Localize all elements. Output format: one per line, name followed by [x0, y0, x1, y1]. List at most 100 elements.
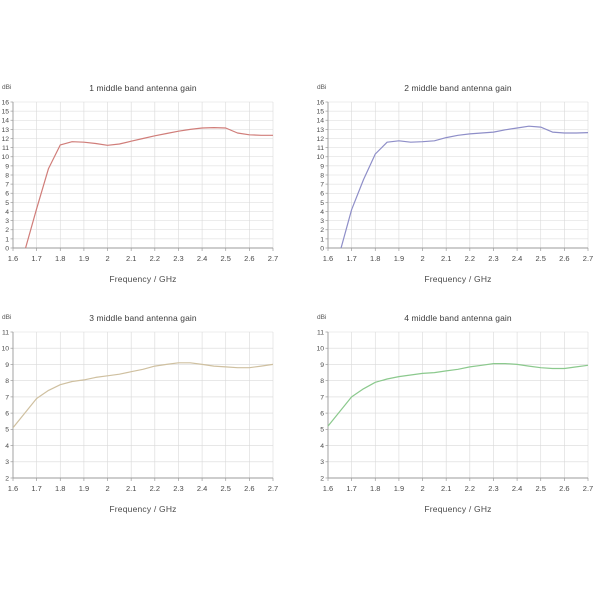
- svg-text:1: 1: [5, 236, 9, 243]
- svg-text:11: 11: [2, 329, 9, 336]
- svg-text:2.3: 2.3: [173, 254, 183, 263]
- svg-text:1.9: 1.9: [394, 484, 404, 493]
- plot-area: 1.6 1.7 1.8 1.9 2 2.1 2.2 2.3 2.4 2.5 2.6 2.7012345…: [316, 99, 593, 263]
- plot-area: 1.6 1.7 1.8 1.9 2 2.1 2.2 2.3 2.4 2.5 2.6 2.7 2 3 4 5 6 7…: [316, 329, 593, 493]
- svg-text:3: 3: [5, 459, 9, 466]
- svg-text:7: 7: [5, 182, 9, 189]
- svg-text:2.5: 2.5: [221, 254, 231, 263]
- antenna-gain-chart-1: dBi 1 middle band antenna gain 1.6 1.7 1.8…: [0, 78, 290, 284]
- svg-text:2.7: 2.7: [268, 254, 278, 263]
- svg-text:9: 9: [5, 163, 9, 170]
- chart-title: 1 middle band antenna gain: [89, 83, 197, 93]
- antenna-gain-chart-3: dBi 3 middle band antenna gain 1.6 1.7 1.8…: [0, 308, 290, 514]
- svg-text:2.5: 2.5: [536, 484, 546, 493]
- svg-text:7: 7: [5, 394, 9, 401]
- chart-title: 3 middle band antenna gain: [89, 313, 197, 323]
- svg-text:0: 0: [5, 245, 9, 252]
- svg-text:2: 2: [105, 254, 109, 263]
- svg-text:7: 7: [320, 394, 324, 401]
- chart-title: 4 middle band antenna gain: [404, 313, 512, 323]
- svg-text:2.6: 2.6: [244, 254, 254, 263]
- svg-text:1.9: 1.9: [79, 254, 89, 263]
- svg-text:1.9: 1.9: [79, 484, 89, 493]
- svg-text:9: 9: [320, 362, 324, 369]
- svg-text:11: 11: [317, 329, 324, 336]
- svg-text:3: 3: [320, 459, 324, 466]
- svg-text:4: 4: [320, 443, 324, 450]
- svg-text:4: 4: [5, 443, 9, 450]
- svg-text:1.7: 1.7: [31, 484, 41, 493]
- svg-text:2.4: 2.4: [197, 484, 207, 493]
- svg-text:1.6: 1.6: [323, 484, 333, 493]
- svg-text:2.2: 2.2: [465, 484, 475, 493]
- y-axis-unit-label: dBi: [2, 84, 12, 91]
- svg-text:2.3: 2.3: [173, 484, 183, 493]
- antenna-gain-chart-4: dBi 4 middle band antenna gain 1.6 1.7 1.8…: [315, 308, 600, 514]
- svg-text:2.4: 2.4: [512, 254, 522, 263]
- x-axis-title: Frequency / GHz: [109, 504, 177, 514]
- svg-text:6: 6: [320, 411, 324, 418]
- svg-text:16: 16: [1, 99, 9, 106]
- svg-text:2.6: 2.6: [559, 254, 569, 263]
- svg-text:2.1: 2.1: [441, 484, 451, 493]
- svg-text:2: 2: [420, 484, 424, 493]
- svg-text:9: 9: [5, 362, 9, 369]
- svg-text:1.8: 1.8: [55, 254, 65, 263]
- svg-text:5: 5: [320, 427, 324, 434]
- svg-text:6: 6: [5, 411, 9, 418]
- svg-text:0: 0: [320, 245, 324, 252]
- svg-text:2: 2: [5, 475, 9, 482]
- svg-text:2.5: 2.5: [536, 254, 546, 263]
- svg-text:2.5: 2.5: [221, 484, 231, 493]
- svg-text:14: 14: [1, 118, 9, 125]
- svg-text:10: 10: [316, 346, 324, 353]
- svg-text:15: 15: [316, 109, 324, 116]
- svg-text:10: 10: [316, 154, 324, 161]
- svg-text:15: 15: [1, 109, 9, 116]
- svg-text:14: 14: [316, 118, 324, 125]
- svg-text:3: 3: [320, 218, 324, 225]
- svg-text:2: 2: [420, 254, 424, 263]
- svg-text:1.7: 1.7: [31, 254, 41, 263]
- svg-text:2.3: 2.3: [488, 254, 498, 263]
- svg-text:2: 2: [105, 484, 109, 493]
- svg-text:16: 16: [316, 99, 324, 106]
- plot-area: 1.6 1.7 1.8 1.9 2 2.1 2.2 2.3 2.4 2.5 2.6 2.7 2 3 4 5 6 7…: [1, 329, 278, 493]
- svg-text:2.4: 2.4: [512, 484, 522, 493]
- svg-text:13: 13: [1, 127, 9, 134]
- svg-text:1.8: 1.8: [55, 484, 65, 493]
- svg-text:2.1: 2.1: [126, 484, 136, 493]
- svg-text:2.2: 2.2: [150, 254, 160, 263]
- svg-text:5: 5: [320, 200, 324, 207]
- svg-text:2.7: 2.7: [583, 254, 593, 263]
- svg-text:2: 2: [320, 475, 324, 482]
- svg-text:11: 11: [317, 145, 324, 152]
- svg-text:4: 4: [5, 209, 9, 216]
- svg-text:11: 11: [2, 145, 9, 152]
- svg-text:6: 6: [320, 191, 324, 198]
- svg-text:13: 13: [316, 127, 324, 134]
- svg-text:1.6: 1.6: [8, 484, 18, 493]
- y-axis-unit-label: dBi: [317, 84, 327, 91]
- antenna-gain-chart-2: dBi 2 middle band antenna gain 1.6 1.7 1.8…: [315, 78, 600, 284]
- svg-text:2.6: 2.6: [559, 484, 569, 493]
- svg-text:2.6: 2.6: [244, 484, 254, 493]
- y-axis-unit-label: dBi: [317, 314, 327, 321]
- svg-text:2.7: 2.7: [268, 484, 278, 493]
- svg-text:8: 8: [320, 378, 324, 385]
- plot-area: 1.6 1.7 1.8 1.9 2 2.1 2.2 2.3 2.4 2.5 2.6 2.7012345…: [1, 99, 278, 263]
- svg-text:2.1: 2.1: [126, 254, 136, 263]
- svg-text:12: 12: [1, 136, 9, 143]
- svg-text:5: 5: [5, 200, 9, 207]
- svg-text:2.7: 2.7: [583, 484, 593, 493]
- svg-text:7: 7: [320, 182, 324, 189]
- x-axis-title: Frequency / GHz: [424, 274, 492, 284]
- svg-text:1.6: 1.6: [323, 254, 333, 263]
- svg-text:2.2: 2.2: [150, 484, 160, 493]
- y-axis-unit-label: dBi: [2, 314, 12, 321]
- svg-text:3: 3: [5, 218, 9, 225]
- svg-text:1.7: 1.7: [346, 254, 356, 263]
- svg-text:2.4: 2.4: [197, 254, 207, 263]
- svg-text:5: 5: [5, 427, 9, 434]
- svg-text:1.9: 1.9: [394, 254, 404, 263]
